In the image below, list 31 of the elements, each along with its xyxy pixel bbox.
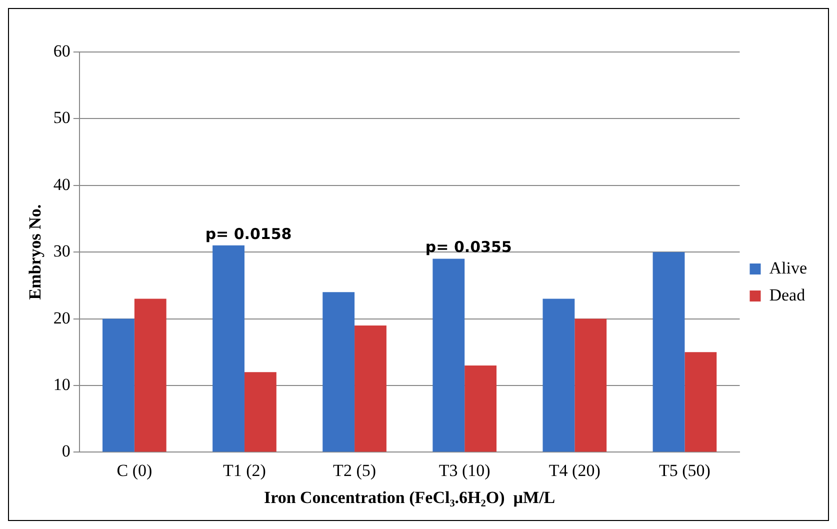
bar	[684, 352, 717, 452]
bar	[102, 318, 134, 452]
legend-label: Alive	[769, 258, 808, 278]
bar	[432, 258, 465, 452]
bar	[464, 365, 497, 452]
x-tick-label: T1 (2)	[223, 460, 266, 480]
x-tick-label: T4 (20)	[548, 460, 600, 480]
y-tick-label: 50	[53, 108, 70, 128]
x-tick-label: T2 (5)	[333, 460, 376, 480]
y-tick-label: 40	[53, 174, 70, 194]
bar	[134, 298, 166, 452]
x-tick-label: C (0)	[116, 460, 152, 480]
y-axis-title: Embryos No.	[26, 204, 45, 300]
y-tick-label: 20	[53, 308, 70, 328]
bar	[354, 325, 386, 452]
bar	[244, 372, 276, 452]
legend-label: Dead	[769, 285, 806, 304]
bar	[542, 298, 575, 452]
x-tick-label: T3 (10)	[438, 460, 490, 480]
y-tick-label: 60	[53, 41, 70, 60]
bar	[322, 292, 355, 452]
y-tick-label: 30	[53, 242, 70, 261]
x-axis-title: Iron Concentration (FeCl₃.6H₂O) µM/L	[264, 488, 556, 508]
y-tick-label: 0	[62, 442, 70, 461]
y-tick-label: 10	[53, 374, 70, 394]
annotation: p= 0.0158	[205, 224, 292, 243]
bar	[574, 318, 607, 452]
bar	[212, 245, 244, 452]
x-tick-label: T5 (50)	[658, 460, 710, 480]
annotation: p= 0.0355	[425, 238, 512, 256]
bar	[652, 252, 685, 452]
